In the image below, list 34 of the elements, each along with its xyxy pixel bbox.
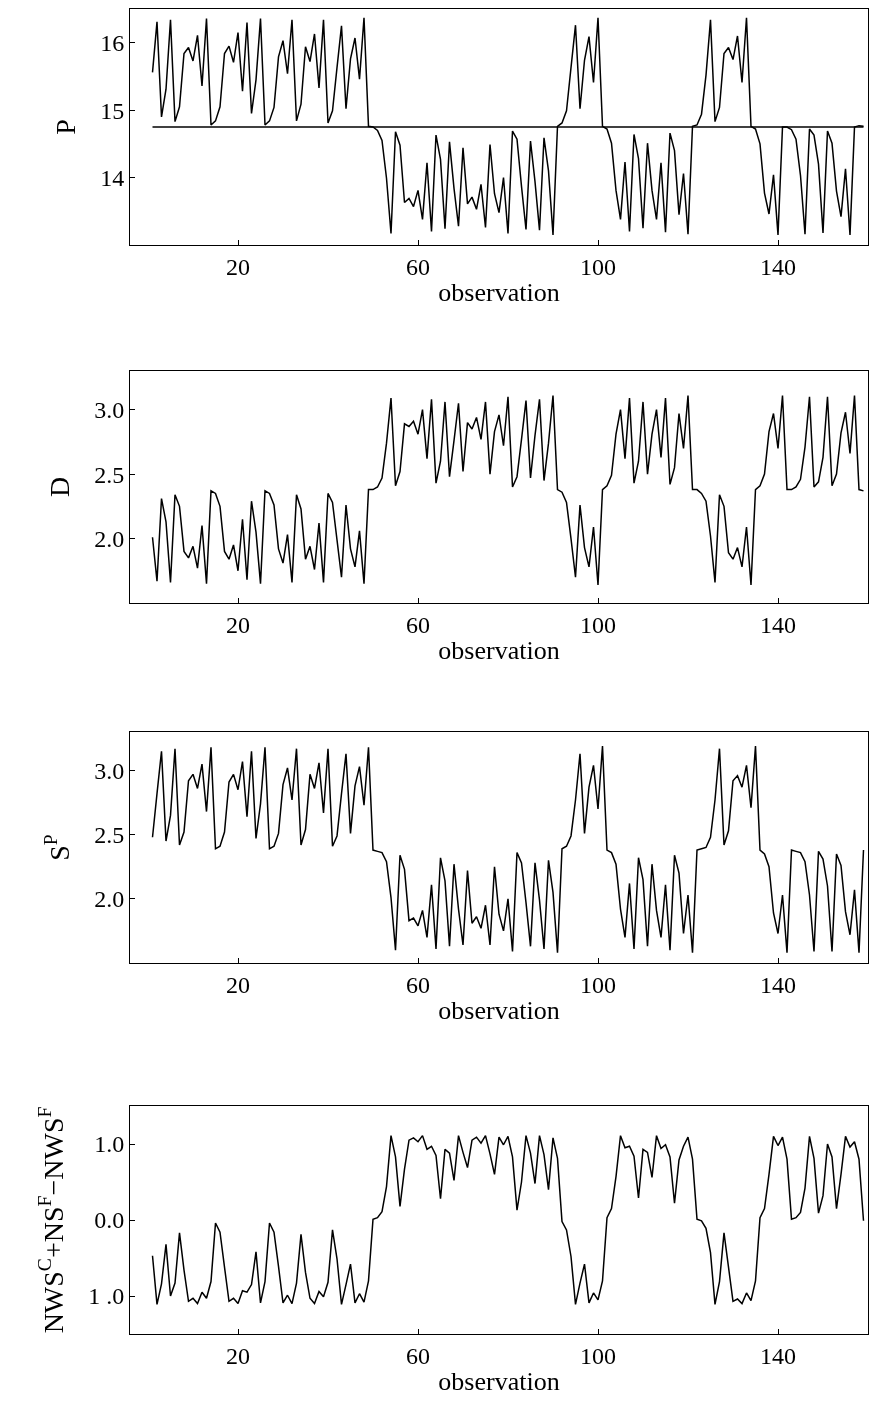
y-axis-title: P bbox=[49, 119, 81, 135]
y-tick-label: 2.5 bbox=[94, 461, 125, 488]
x-tick-label: 140 bbox=[760, 1342, 796, 1369]
x-tick-label: 60 bbox=[406, 971, 430, 998]
x-tick-label: 20 bbox=[226, 611, 250, 638]
x-axis-title: observation bbox=[438, 278, 560, 308]
y-tick-label: 2.0 bbox=[94, 525, 125, 552]
x-tick-label: 20 bbox=[226, 1342, 250, 1369]
x-tick-label: 20 bbox=[226, 253, 250, 280]
x-tick-label: 60 bbox=[406, 1342, 430, 1369]
x-tick-label: 20 bbox=[226, 971, 250, 998]
y-tick-label: 3.0 bbox=[94, 757, 125, 784]
y-tick-label: 1.0 bbox=[94, 1131, 125, 1158]
x-axis-title: observation bbox=[438, 636, 560, 666]
x-tick-label: 140 bbox=[760, 611, 796, 638]
y-tick-label: 15 bbox=[100, 97, 125, 124]
x-tick-label: 100 bbox=[580, 1342, 616, 1369]
x-axis-title: observation bbox=[438, 1367, 560, 1397]
y-axis-title: D bbox=[43, 476, 75, 498]
y-tick-label: 14 bbox=[100, 164, 125, 191]
x-tick-label: 60 bbox=[406, 611, 430, 638]
x-tick-label: 100 bbox=[580, 971, 616, 998]
x-tick-label: 140 bbox=[760, 253, 796, 280]
y-tick-label: 2.5 bbox=[94, 822, 125, 849]
y-tick-label: 3.0 bbox=[94, 397, 125, 424]
y-tick-label: 16 bbox=[100, 30, 125, 57]
x-tick-label: 140 bbox=[760, 971, 796, 998]
y-tick-label: 1 .0 bbox=[88, 1283, 125, 1310]
y-tick-label: 0.0 bbox=[94, 1207, 125, 1234]
x-axis-title: observation bbox=[438, 996, 560, 1026]
y-tick-label: 2.0 bbox=[94, 886, 125, 913]
x-tick-label: 60 bbox=[406, 253, 430, 280]
x-tick-label: 100 bbox=[580, 611, 616, 638]
x-tick-label: 100 bbox=[580, 253, 616, 280]
